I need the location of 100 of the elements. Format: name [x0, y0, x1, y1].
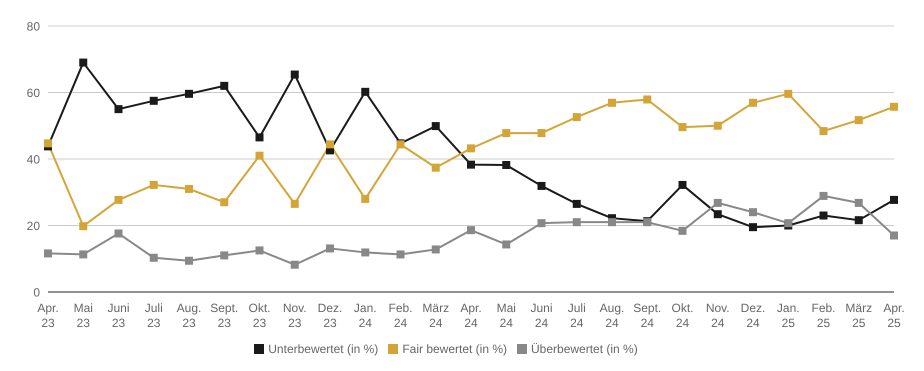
x-tick-label: März 25: [845, 301, 872, 330]
x-tick-label: Juni 24: [530, 301, 553, 330]
x-tick-label: Mai 24: [496, 301, 516, 330]
x-tick-label: Jan. 25: [776, 301, 800, 330]
point: [678, 180, 686, 189]
point: [608, 98, 616, 107]
point: [432, 122, 440, 130]
point: [890, 102, 898, 111]
x-tick-label: Apr. 25: [883, 301, 905, 330]
point: [854, 116, 863, 124]
point: [714, 198, 722, 207]
point: [432, 245, 440, 254]
x-tick-label: Aug. 24: [600, 301, 624, 330]
x-tick-label: Juli 23: [144, 301, 163, 330]
point: [185, 184, 193, 193]
x-tick-label: Feb. 24: [388, 301, 413, 330]
point: [890, 231, 898, 240]
y-tick-label: 0: [33, 285, 40, 300]
point: [784, 90, 792, 98]
y-tick-label: 20: [26, 218, 40, 233]
x-tick-label: Nov. 24: [706, 301, 730, 330]
point: [572, 200, 581, 208]
x-tick-label: Feb. 25: [811, 301, 836, 330]
point: [114, 196, 122, 204]
x-tick-label: Mai 23: [74, 301, 93, 330]
point: [467, 226, 475, 234]
x-tick-label: März 24: [422, 301, 450, 330]
point: [256, 133, 264, 142]
x-tick-label: Jan. 24: [354, 301, 377, 330]
point: [608, 218, 616, 226]
point: [572, 218, 581, 226]
point: [502, 160, 510, 169]
point: [361, 88, 370, 96]
point: [290, 200, 299, 208]
x-tick-label: Juli 24: [568, 301, 586, 330]
legend-label: Überbewertet (in %): [531, 342, 638, 356]
point: [396, 250, 404, 258]
point: [854, 198, 863, 207]
point: [220, 198, 228, 206]
point: [784, 219, 792, 228]
point: [150, 96, 158, 105]
x-tick-label: Apr. 24: [460, 301, 482, 330]
x-tick-label: Okt. 23: [248, 301, 271, 330]
legend-label: Fair bewertet (in %): [402, 342, 508, 356]
y-tick-label: 80: [26, 19, 40, 34]
x-tick-label: Dez. 24: [740, 301, 766, 330]
point: [256, 152, 264, 160]
point: [44, 139, 52, 148]
point: [220, 82, 228, 90]
x-tick-label: Okt. 24: [671, 301, 694, 330]
point: [714, 210, 722, 218]
point: [538, 182, 546, 190]
point: [44, 249, 52, 258]
point: [678, 123, 686, 132]
y-tick-label: 60: [26, 86, 40, 100]
point: [326, 140, 334, 148]
point: [538, 129, 546, 138]
x-tick-label: Sept. 24: [633, 301, 662, 330]
point: [185, 90, 193, 98]
point: [467, 160, 475, 169]
point: [749, 223, 757, 232]
point: [256, 246, 264, 254]
point: [714, 122, 722, 130]
point: [220, 251, 228, 260]
x-tick-label: Sept. 23: [210, 301, 238, 330]
point: [749, 98, 757, 107]
point: [150, 180, 158, 189]
point: [361, 194, 370, 203]
point: [643, 95, 652, 104]
point: [361, 248, 370, 256]
point: [820, 192, 828, 200]
point: [502, 240, 510, 248]
x-tick-label: Juni 23: [107, 301, 130, 330]
point: [185, 256, 193, 265]
point: [432, 164, 440, 172]
point: [502, 129, 510, 138]
x-tick-label: Nov. 23: [282, 301, 307, 330]
point: [820, 212, 828, 220]
point: [290, 70, 299, 79]
legend-label: Unterbewertet (in %): [268, 342, 378, 356]
x-tick-label: Aug. 23: [176, 301, 202, 330]
point: [749, 208, 757, 216]
x-tick-label: Apr. 23: [37, 301, 59, 330]
x-tick-label: Dez. 23: [318, 301, 342, 330]
point: [79, 58, 88, 67]
point: [150, 254, 158, 262]
point: [326, 244, 334, 252]
point: [467, 144, 475, 152]
point: [290, 260, 299, 269]
point: [114, 229, 122, 238]
point: [890, 196, 898, 204]
point: [79, 250, 88, 258]
point: [854, 216, 863, 224]
point: [79, 222, 88, 230]
point: [820, 127, 828, 136]
point: [538, 219, 546, 228]
point: [572, 113, 581, 122]
y-tick-label: 40: [26, 152, 40, 166]
point: [678, 226, 686, 235]
point: [114, 105, 122, 114]
